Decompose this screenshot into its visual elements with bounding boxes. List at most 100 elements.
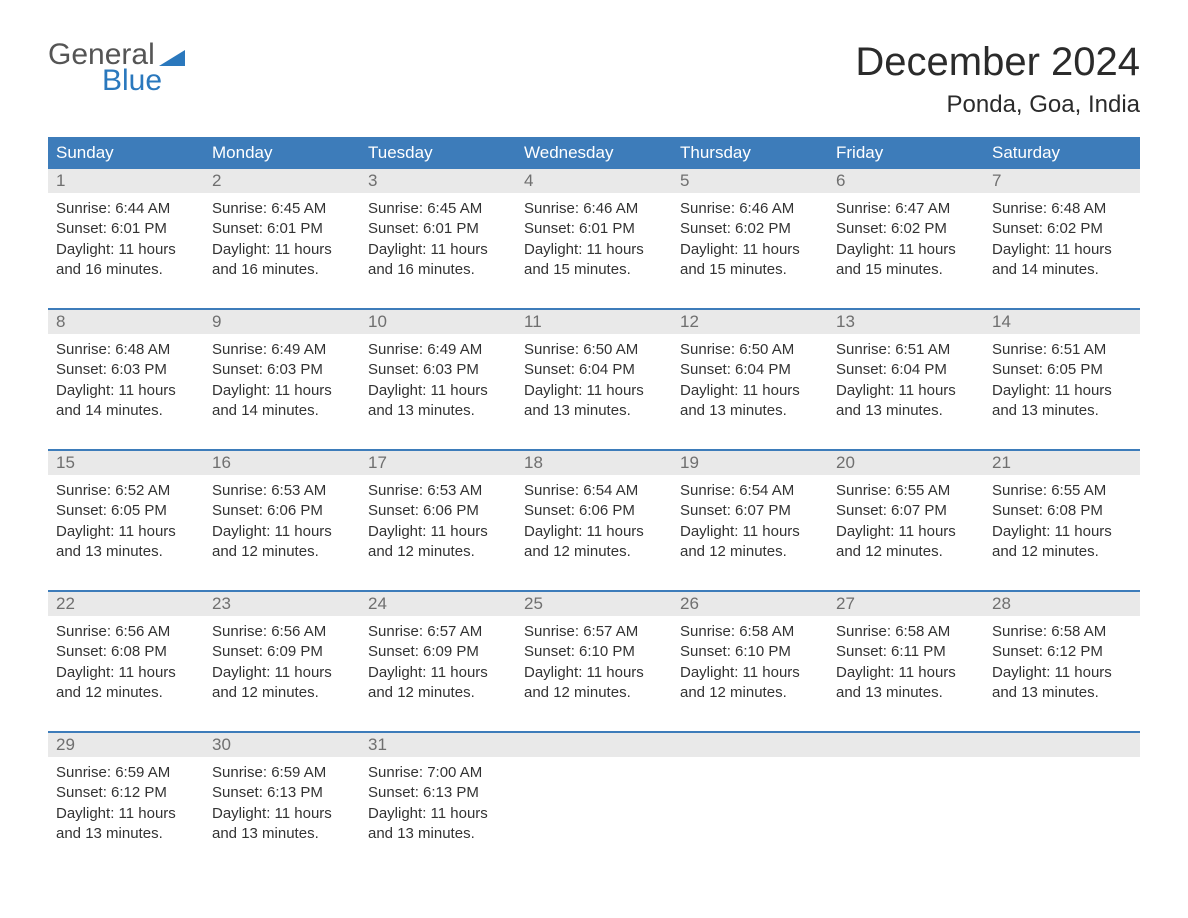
day-number: 21 bbox=[984, 451, 1140, 475]
day-cell: Sunrise: 6:52 AMSunset: 6:05 PMDaylight:… bbox=[48, 475, 204, 572]
day-cell: Sunrise: 6:54 AMSunset: 6:06 PMDaylight:… bbox=[516, 475, 672, 572]
sunset-line: Sunset: 6:07 PM bbox=[836, 501, 976, 521]
sunrise-line: Sunrise: 6:54 AM bbox=[524, 481, 664, 501]
day-cell: Sunrise: 6:47 AMSunset: 6:02 PMDaylight:… bbox=[828, 193, 984, 290]
sunset-line: Sunset: 6:04 PM bbox=[680, 360, 820, 380]
day-cell: Sunrise: 6:50 AMSunset: 6:04 PMDaylight:… bbox=[672, 334, 828, 431]
brand-bottom: Blue bbox=[102, 66, 185, 96]
weekday-label: Sunday bbox=[48, 137, 204, 169]
sunset-line: Sunset: 6:10 PM bbox=[680, 642, 820, 662]
calendar-week: 293031Sunrise: 6:59 AMSunset: 6:12 PMDay… bbox=[48, 731, 1140, 854]
sunrise-line: Sunrise: 6:56 AM bbox=[56, 622, 196, 642]
day-cell: Sunrise: 6:45 AMSunset: 6:01 PMDaylight:… bbox=[360, 193, 516, 290]
day-cell: Sunrise: 6:44 AMSunset: 6:01 PMDaylight:… bbox=[48, 193, 204, 290]
weekday-header: SundayMondayTuesdayWednesdayThursdayFrid… bbox=[48, 137, 1140, 169]
day-cell bbox=[984, 757, 1140, 854]
day-number: 5 bbox=[672, 169, 828, 193]
daylight-line: Daylight: 11 hours and 12 minutes. bbox=[680, 522, 820, 563]
sunrise-line: Sunrise: 6:48 AM bbox=[56, 340, 196, 360]
day-cell: Sunrise: 6:49 AMSunset: 6:03 PMDaylight:… bbox=[360, 334, 516, 431]
sunrise-line: Sunrise: 6:44 AM bbox=[56, 199, 196, 219]
day-number: 1 bbox=[48, 169, 204, 193]
day-cell: Sunrise: 6:45 AMSunset: 6:01 PMDaylight:… bbox=[204, 193, 360, 290]
daynum-row: 891011121314 bbox=[48, 310, 1140, 334]
daynum-row: 22232425262728 bbox=[48, 592, 1140, 616]
weekday-label: Saturday bbox=[984, 137, 1140, 169]
daylight-line: Daylight: 11 hours and 14 minutes. bbox=[992, 240, 1132, 281]
title-block: December 2024 Ponda, Goa, India bbox=[855, 40, 1140, 119]
day-cell: Sunrise: 6:55 AMSunset: 6:08 PMDaylight:… bbox=[984, 475, 1140, 572]
day-cell: Sunrise: 6:48 AMSunset: 6:03 PMDaylight:… bbox=[48, 334, 204, 431]
day-cell: Sunrise: 6:51 AMSunset: 6:04 PMDaylight:… bbox=[828, 334, 984, 431]
sunset-line: Sunset: 6:03 PM bbox=[212, 360, 352, 380]
sunrise-line: Sunrise: 6:55 AM bbox=[836, 481, 976, 501]
day-number: 8 bbox=[48, 310, 204, 334]
day-number: 2 bbox=[204, 169, 360, 193]
sunset-line: Sunset: 6:03 PM bbox=[56, 360, 196, 380]
sunset-line: Sunset: 6:06 PM bbox=[212, 501, 352, 521]
sunrise-line: Sunrise: 6:46 AM bbox=[680, 199, 820, 219]
sunset-line: Sunset: 6:09 PM bbox=[212, 642, 352, 662]
sunrise-line: Sunrise: 6:51 AM bbox=[836, 340, 976, 360]
daylight-line: Daylight: 11 hours and 12 minutes. bbox=[368, 522, 508, 563]
sunrise-line: Sunrise: 6:54 AM bbox=[680, 481, 820, 501]
day-number: 3 bbox=[360, 169, 516, 193]
sunset-line: Sunset: 6:01 PM bbox=[524, 219, 664, 239]
day-cell: Sunrise: 6:48 AMSunset: 6:02 PMDaylight:… bbox=[984, 193, 1140, 290]
sunset-line: Sunset: 6:13 PM bbox=[368, 783, 508, 803]
sunrise-line: Sunrise: 6:59 AM bbox=[56, 763, 196, 783]
daylight-line: Daylight: 11 hours and 16 minutes. bbox=[212, 240, 352, 281]
daylight-line: Daylight: 11 hours and 12 minutes. bbox=[212, 663, 352, 704]
sunset-line: Sunset: 6:07 PM bbox=[680, 501, 820, 521]
sunset-line: Sunset: 6:04 PM bbox=[836, 360, 976, 380]
sail-icon bbox=[159, 50, 185, 66]
weekday-label: Monday bbox=[204, 137, 360, 169]
sunrise-line: Sunrise: 6:53 AM bbox=[212, 481, 352, 501]
day-number: 10 bbox=[360, 310, 516, 334]
weekday-label: Tuesday bbox=[360, 137, 516, 169]
daylight-line: Daylight: 11 hours and 12 minutes. bbox=[368, 663, 508, 704]
sunset-line: Sunset: 6:01 PM bbox=[368, 219, 508, 239]
daylight-line: Daylight: 11 hours and 13 minutes. bbox=[992, 663, 1132, 704]
day-cell: Sunrise: 6:58 AMSunset: 6:12 PMDaylight:… bbox=[984, 616, 1140, 713]
sunset-line: Sunset: 6:09 PM bbox=[368, 642, 508, 662]
day-cell: Sunrise: 6:46 AMSunset: 6:02 PMDaylight:… bbox=[672, 193, 828, 290]
day-cell: Sunrise: 7:00 AMSunset: 6:13 PMDaylight:… bbox=[360, 757, 516, 854]
sunrise-line: Sunrise: 7:00 AM bbox=[368, 763, 508, 783]
daylight-line: Daylight: 11 hours and 15 minutes. bbox=[524, 240, 664, 281]
day-cell: Sunrise: 6:53 AMSunset: 6:06 PMDaylight:… bbox=[204, 475, 360, 572]
day-number: 15 bbox=[48, 451, 204, 475]
brand-logo: General Blue bbox=[48, 40, 185, 96]
daylight-line: Daylight: 11 hours and 13 minutes. bbox=[680, 381, 820, 422]
daylight-line: Daylight: 11 hours and 15 minutes. bbox=[680, 240, 820, 281]
daynum-row: 15161718192021 bbox=[48, 451, 1140, 475]
day-number: 25 bbox=[516, 592, 672, 616]
sunrise-line: Sunrise: 6:49 AM bbox=[212, 340, 352, 360]
day-number bbox=[828, 733, 984, 757]
day-number: 11 bbox=[516, 310, 672, 334]
sunset-line: Sunset: 6:12 PM bbox=[992, 642, 1132, 662]
sunset-line: Sunset: 6:11 PM bbox=[836, 642, 976, 662]
day-number: 19 bbox=[672, 451, 828, 475]
sunset-line: Sunset: 6:05 PM bbox=[992, 360, 1132, 380]
sunset-line: Sunset: 6:12 PM bbox=[56, 783, 196, 803]
day-number: 26 bbox=[672, 592, 828, 616]
sunrise-line: Sunrise: 6:48 AM bbox=[992, 199, 1132, 219]
weeks-container: 1234567Sunrise: 6:44 AMSunset: 6:01 PMDa… bbox=[48, 169, 1140, 854]
day-number: 6 bbox=[828, 169, 984, 193]
daylight-line: Daylight: 11 hours and 15 minutes. bbox=[836, 240, 976, 281]
daylight-line: Daylight: 11 hours and 16 minutes. bbox=[56, 240, 196, 281]
sunset-line: Sunset: 6:02 PM bbox=[836, 219, 976, 239]
daylight-line: Daylight: 11 hours and 14 minutes. bbox=[212, 381, 352, 422]
sunset-line: Sunset: 6:02 PM bbox=[680, 219, 820, 239]
day-cell: Sunrise: 6:46 AMSunset: 6:01 PMDaylight:… bbox=[516, 193, 672, 290]
daylight-line: Daylight: 11 hours and 13 minutes. bbox=[56, 804, 196, 845]
sunrise-line: Sunrise: 6:53 AM bbox=[368, 481, 508, 501]
sunrise-line: Sunrise: 6:45 AM bbox=[212, 199, 352, 219]
day-cell bbox=[828, 757, 984, 854]
sunset-line: Sunset: 6:06 PM bbox=[368, 501, 508, 521]
day-cell bbox=[516, 757, 672, 854]
day-cell: Sunrise: 6:58 AMSunset: 6:10 PMDaylight:… bbox=[672, 616, 828, 713]
sunrise-line: Sunrise: 6:50 AM bbox=[524, 340, 664, 360]
sunset-line: Sunset: 6:10 PM bbox=[524, 642, 664, 662]
